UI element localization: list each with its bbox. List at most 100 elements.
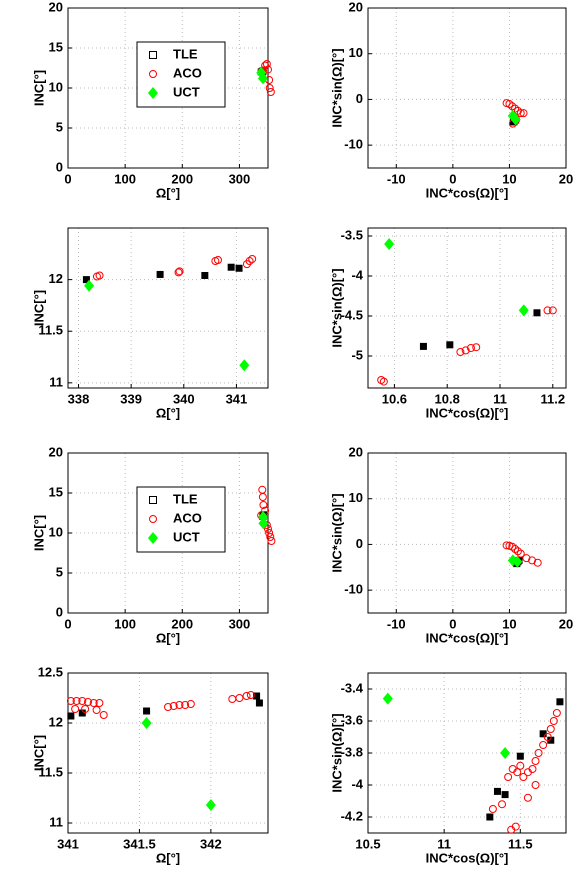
y-axis-label: INC*sin(Ω)[°] [329,713,344,792]
marker-diamond [500,747,511,759]
marker-square [516,752,524,760]
x-tick-label: 341 [226,391,248,406]
y-tick-label: 15 [49,39,63,54]
marker-circle [513,768,522,777]
marker-square [149,51,157,59]
y-tick-label: -4.2 [341,808,363,823]
legend-label: UCT [173,529,200,544]
y-axis-label: INC[°] [31,70,46,106]
marker-diamond [205,799,216,811]
y-tick-label: 12 [49,714,63,729]
marker-circle [164,703,172,711]
marker-circle [95,699,104,707]
marker-circle [531,757,540,765]
marker-circle [516,109,525,118]
marker-square [419,342,427,350]
marker-square [78,709,86,717]
x-tick-label: 0 [449,616,456,631]
marker-circle [92,706,101,714]
x-tick-label: -10 [387,616,406,631]
x-tick-label: 0 [64,616,71,631]
marker-circle [498,800,507,809]
x-tick-label: 20 [559,171,573,186]
marker-circle [539,741,548,749]
marker-circle [513,106,522,115]
marker-circle [508,102,517,111]
y-tick-label: -10 [344,582,363,597]
subplot: -10 0 10 20 -10 0 10 20 INC*cos(Ω)[°] INC*sin(Ω)[… [329,444,573,645]
marker-circle [523,793,532,802]
y-tick-label: 0 [56,159,63,174]
legend-label: ACO [173,510,202,525]
marker-circle [258,493,267,501]
marker-circle [245,257,254,266]
marker-circle [66,697,75,705]
marker-square [201,271,209,279]
x-tick-label: 100 [114,171,136,186]
y-tick-label: -3.6 [341,712,363,727]
marker-circle [81,705,90,713]
x-tick-label: 300 [229,616,251,631]
marker-circle [472,343,481,352]
x-tick-label: 11.2 [541,391,566,406]
legend-label: ACO [173,65,202,80]
y-axis-label: INC[°] [31,290,46,326]
marker-square [533,309,541,317]
x-tick-label: 11.5 [508,836,533,851]
marker-circle [519,773,528,781]
marker-circle [266,88,275,96]
marker-circle [516,549,525,558]
marker-square [446,341,454,349]
marker-square [539,730,547,738]
plot-frame [67,7,269,169]
y-tick-label: 10 [49,524,63,539]
marker-diamond [148,87,158,99]
marker-circle [169,702,178,710]
y-tick-label: 11 [49,374,63,389]
y-tick-label: 15 [49,484,63,499]
y-tick-label: 12 [49,271,63,286]
marker-circle [149,515,157,523]
marker-diamond [148,532,158,544]
marker-circle [174,268,183,277]
legend-label: TLE [173,491,198,506]
marker-circle [549,717,558,725]
subplot: -10 0 10 20 -10 0 10 20 INC*cos(Ω)[°] INC*sin(Ω)[… [329,0,573,200]
marker-circle [466,344,475,352]
marker-circle [511,822,520,831]
plot-frame [67,227,269,389]
x-tick-label: 10 [502,171,516,186]
marker-square [227,263,235,271]
subplot: 10.6 10.8 11 11.2 -5 -4.5 -4 -3.5 INC*cos(Ω)[°] I… [329,227,567,420]
marker-diamond [258,511,269,523]
subplot: 341 341.5 342 11 11.5 12 12.5 Ω[°] INC[°] [31,664,269,865]
marker-diamond [84,279,95,292]
marker-diamond [512,555,523,568]
x-axis-label: Ω[°] [156,405,180,420]
marker-circle [534,749,543,757]
plot-frame [367,452,567,614]
marker-circle [504,773,513,781]
marker-circle [149,70,157,78]
marker-square [255,699,263,707]
y-axis-label: INC[°] [31,515,46,551]
marker-square [82,276,90,284]
y-tick-label: 20 [49,444,63,459]
marker-diamond [239,359,250,372]
x-tick-label: 342 [200,836,222,851]
x-tick-label: 10.6 [382,391,407,406]
y-tick-label: 11.5 [38,323,63,338]
marker-circle [71,705,80,713]
x-tick-label: 20 [559,616,573,631]
legend-label: TLE [173,46,198,61]
marker-square [501,791,509,799]
y-tick-label: 11 [49,814,63,829]
x-axis-label: INC*cos(Ω)[°] [426,405,509,420]
marker-circle [99,711,108,719]
marker-circle [228,695,237,703]
y-axis-label: INC[°] [31,735,46,771]
marker-circle [511,104,520,113]
marker-circle [546,725,555,733]
y-tick-label: -4 [351,267,363,282]
marker-circle [528,765,537,773]
